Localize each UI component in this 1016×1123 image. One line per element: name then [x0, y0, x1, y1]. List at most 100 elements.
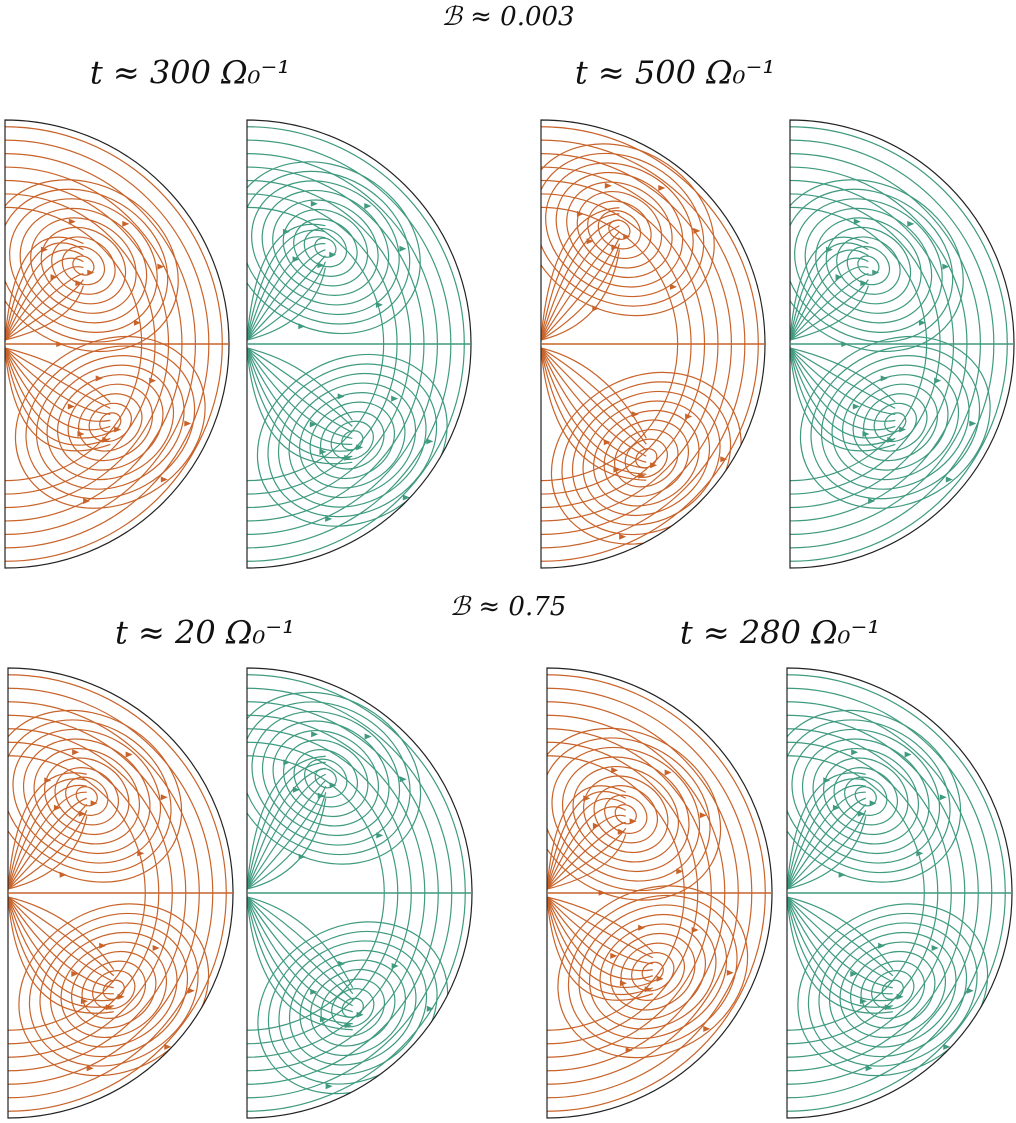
streamline	[247, 139, 452, 345]
streamline	[790, 153, 981, 345]
arrow	[658, 185, 666, 192]
streamline	[72, 255, 95, 276]
streamline	[547, 892, 712, 1058]
streamline	[5, 347, 111, 452]
streamline	[283, 739, 369, 818]
streamline	[541, 343, 679, 482]
streamline	[247, 892, 385, 1031]
streamline	[790, 285, 869, 341]
streamline	[247, 153, 438, 345]
streamline	[247, 343, 452, 549]
streamline	[30, 217, 137, 314]
streamline	[614, 429, 679, 488]
streamline	[5, 193, 156, 345]
streamline	[8, 741, 160, 894]
streamline	[81, 960, 146, 1019]
arrow	[298, 323, 306, 330]
streamline	[247, 347, 353, 465]
streamline	[5, 166, 183, 345]
arrow	[696, 512, 704, 519]
streamline	[604, 794, 648, 834]
arrow	[376, 832, 384, 839]
streamline	[541, 193, 692, 345]
streamline	[561, 756, 690, 873]
arrow	[943, 1043, 951, 1050]
streamline	[8, 896, 115, 971]
streamline	[588, 913, 717, 1030]
streamline	[547, 892, 699, 1045]
streamline	[790, 139, 995, 345]
streamline	[787, 892, 966, 1072]
streamline	[88, 402, 132, 443]
arrow	[860, 280, 868, 287]
arrow	[160, 794, 168, 801]
arrow	[77, 430, 85, 437]
streamline	[572, 765, 680, 863]
streamline	[18, 903, 210, 1077]
streamline	[787, 896, 893, 1008]
streamline	[787, 772, 866, 890]
arrow	[71, 970, 79, 977]
streamline	[5, 179, 170, 345]
streamline	[790, 343, 955, 509]
arrow	[969, 420, 977, 427]
streamline	[541, 206, 679, 345]
arrow	[133, 319, 141, 326]
streamline	[547, 892, 685, 1031]
arrow	[40, 246, 48, 253]
streamline	[541, 237, 620, 341]
streamline	[8, 892, 227, 1112]
arrow	[399, 245, 407, 252]
streamline	[787, 728, 952, 894]
arrow	[610, 952, 618, 959]
streamline	[873, 402, 917, 443]
streamline	[33, 747, 141, 845]
streamline	[541, 347, 647, 463]
streamline	[54, 767, 119, 826]
streamline	[541, 343, 759, 562]
streamline	[790, 343, 968, 522]
arrow	[53, 804, 61, 811]
streamline	[247, 896, 353, 1013]
domain-outline	[546, 667, 773, 1119]
streamline	[547, 714, 726, 894]
arrow	[851, 749, 859, 756]
streamline	[541, 139, 746, 345]
arrow	[59, 871, 67, 878]
domain-outline	[540, 119, 766, 569]
streamline	[863, 393, 928, 452]
streamline	[587, 200, 652, 259]
streamline	[547, 892, 766, 1112]
streamline	[341, 997, 364, 1018]
streamline	[267, 363, 438, 518]
streamline	[547, 814, 626, 890]
streamline	[8, 772, 87, 890]
streamline	[797, 903, 989, 1077]
streamline	[12, 728, 162, 864]
streamline	[293, 749, 358, 808]
arrow	[310, 200, 318, 207]
streamline	[247, 728, 412, 894]
streamline	[547, 896, 653, 980]
streamline	[807, 912, 978, 1067]
streamline	[22, 738, 151, 855]
streamline	[790, 236, 869, 341]
streamline	[787, 687, 993, 894]
streamline	[790, 188, 954, 343]
streamline	[790, 179, 964, 353]
panel-time: t ≈ 300 Ω₀⁻¹	[90, 54, 290, 92]
arrow	[850, 970, 858, 977]
streamline	[790, 343, 981, 535]
arrow	[160, 476, 168, 483]
streamline	[247, 347, 353, 439]
streamline	[8, 803, 88, 890]
streamline	[547, 674, 766, 894]
streamline	[247, 267, 326, 341]
arrow	[604, 182, 612, 189]
streamline	[567, 894, 738, 1049]
streamline	[541, 343, 719, 522]
streamline	[787, 896, 893, 1002]
streamline	[75, 786, 98, 807]
arrow	[966, 987, 974, 994]
streamline	[541, 343, 746, 549]
